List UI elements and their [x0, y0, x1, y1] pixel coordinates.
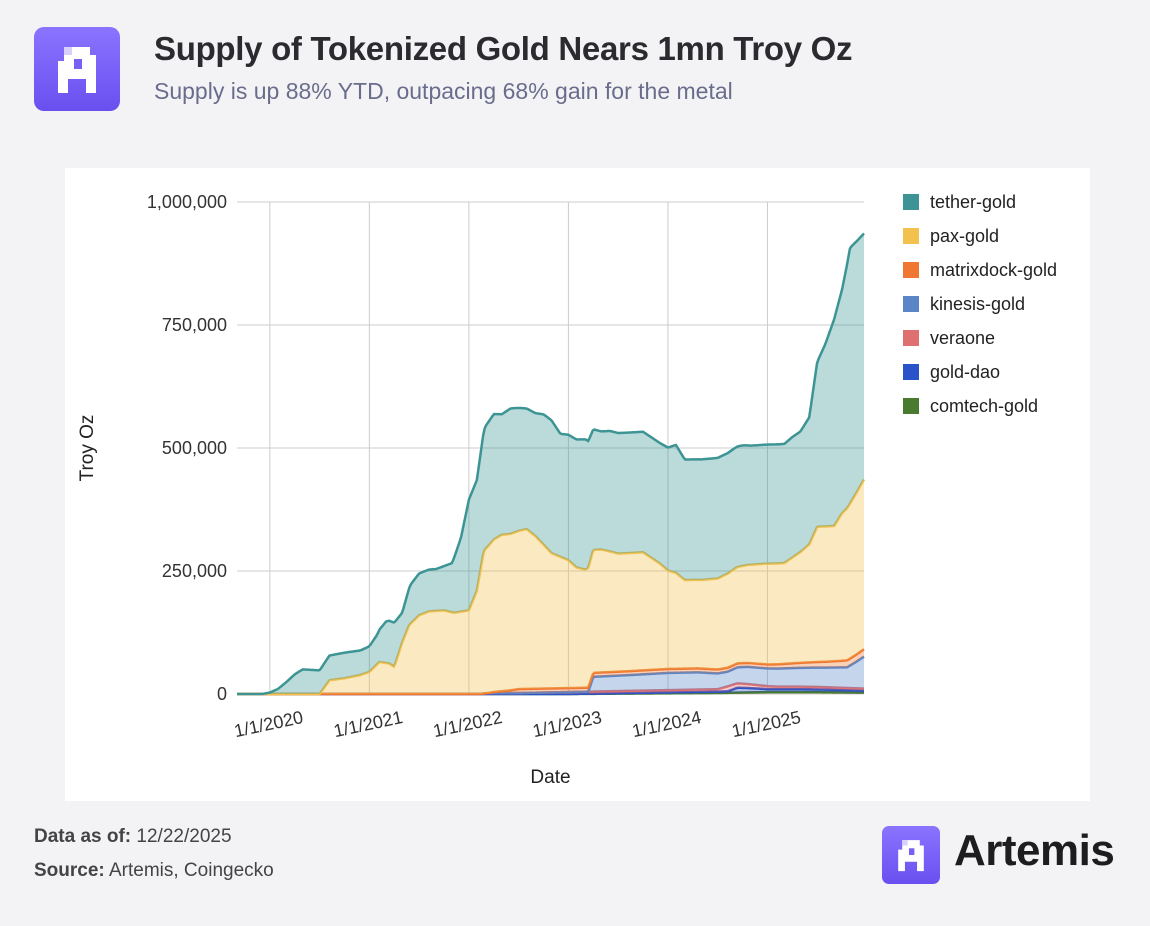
- matrixdock-gold-legend-label: matrixdock-gold: [930, 260, 1057, 280]
- y-tick-label: 250,000: [162, 561, 227, 581]
- comtech-gold-legend-label: comtech-gold: [930, 396, 1038, 416]
- y-tick-label: 1,000,000: [147, 192, 227, 212]
- brand-name: Artemis: [954, 826, 1115, 875]
- tether-gold-area: [237, 233, 864, 694]
- x-tick-label: 1/1/2021: [332, 707, 405, 741]
- data-as-of-label: Data as of:: [34, 826, 132, 847]
- kinesis-gold-legend-swatch: [903, 296, 919, 312]
- data-as-of: Data as of: 12/22/2025: [34, 826, 232, 848]
- matrixdock-gold-line: [237, 648, 865, 696]
- tether-gold-legend-label: tether-gold: [930, 192, 1016, 212]
- pax-gold-legend-label: pax-gold: [930, 226, 999, 246]
- pax-gold-line: [237, 478, 866, 696]
- kinesis-gold-area: [237, 656, 864, 694]
- y-tick-label: 750,000: [162, 315, 227, 335]
- kinesis-gold-legend-label: kinesis-gold: [930, 294, 1025, 314]
- artemis-logo: [34, 27, 120, 111]
- stacked-area-chart: 0 250,000 500,000 750,000 1,000,000 1/1/2020 1…: [77, 192, 1057, 788]
- y-tick-label: 500,000: [162, 438, 227, 458]
- source-line: Source: Artemis, Coingecko: [34, 860, 274, 882]
- footer-logo: [882, 826, 940, 884]
- chart-panel: 0 250,000 500,000 750,000 1,000,000 1/1/2020 1…: [65, 168, 1090, 801]
- artemis-logo-icon: [58, 47, 96, 93]
- legend: tether-gold pax-gold matrixdock-gold kinesi…: [903, 192, 1057, 416]
- x-tick-label: 1/1/2024: [630, 707, 703, 741]
- gold-dao-legend-swatch: [903, 364, 919, 380]
- veraone-legend-label: veraone: [930, 328, 995, 348]
- y-tick-label: 0: [217, 684, 227, 704]
- source-value: Artemis, Coingecko: [108, 860, 274, 881]
- gold-dao-legend-label: gold-dao: [930, 362, 1000, 382]
- source-label: Source:: [34, 860, 105, 881]
- x-tick-label: 1/1/2022: [431, 707, 504, 741]
- x-tick-label: 1/1/2025: [730, 707, 803, 741]
- comtech-gold-legend-swatch: [903, 398, 919, 414]
- x-tick-label: 1/1/2020: [232, 707, 305, 741]
- matrixdock-gold-legend-swatch: [903, 262, 919, 278]
- tether-gold-legend-swatch: [903, 194, 919, 210]
- tether-gold-line: [237, 232, 865, 696]
- grid-lines: [237, 201, 864, 695]
- veraone-legend-swatch: [903, 330, 919, 346]
- page-subtitle: Supply is up 88% YTD, outpacing 68% gain…: [154, 78, 733, 104]
- veraone-area: [237, 683, 864, 694]
- page-title: Supply of Tokenized Gold Nears 1mn Troy …: [154, 30, 853, 67]
- pax-gold-legend-swatch: [903, 228, 919, 244]
- x-tick-label: 1/1/2023: [531, 707, 604, 741]
- artemis-footer-logo-icon: [898, 840, 924, 872]
- data-as-of-value: 12/22/2025: [136, 826, 232, 847]
- x-axis-label: Date: [530, 767, 570, 788]
- pax-gold-area: [237, 479, 864, 694]
- area-series: [237, 232, 866, 696]
- y-axis-label: Troy Oz: [77, 415, 98, 482]
